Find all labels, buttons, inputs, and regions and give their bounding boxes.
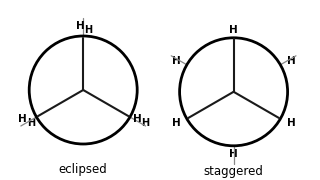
Text: staggered: staggered xyxy=(204,165,264,177)
Text: H: H xyxy=(141,118,150,128)
Text: eclipsed: eclipsed xyxy=(59,163,108,176)
Text: H: H xyxy=(18,114,27,124)
Text: H: H xyxy=(76,21,84,31)
Text: H: H xyxy=(286,56,295,66)
Text: H: H xyxy=(286,118,295,128)
Text: H: H xyxy=(172,56,181,66)
Text: H: H xyxy=(229,149,238,159)
Text: H: H xyxy=(133,114,142,124)
Text: H: H xyxy=(84,25,92,35)
Text: H: H xyxy=(27,118,35,128)
Text: H: H xyxy=(229,25,238,35)
Text: H: H xyxy=(172,118,181,128)
